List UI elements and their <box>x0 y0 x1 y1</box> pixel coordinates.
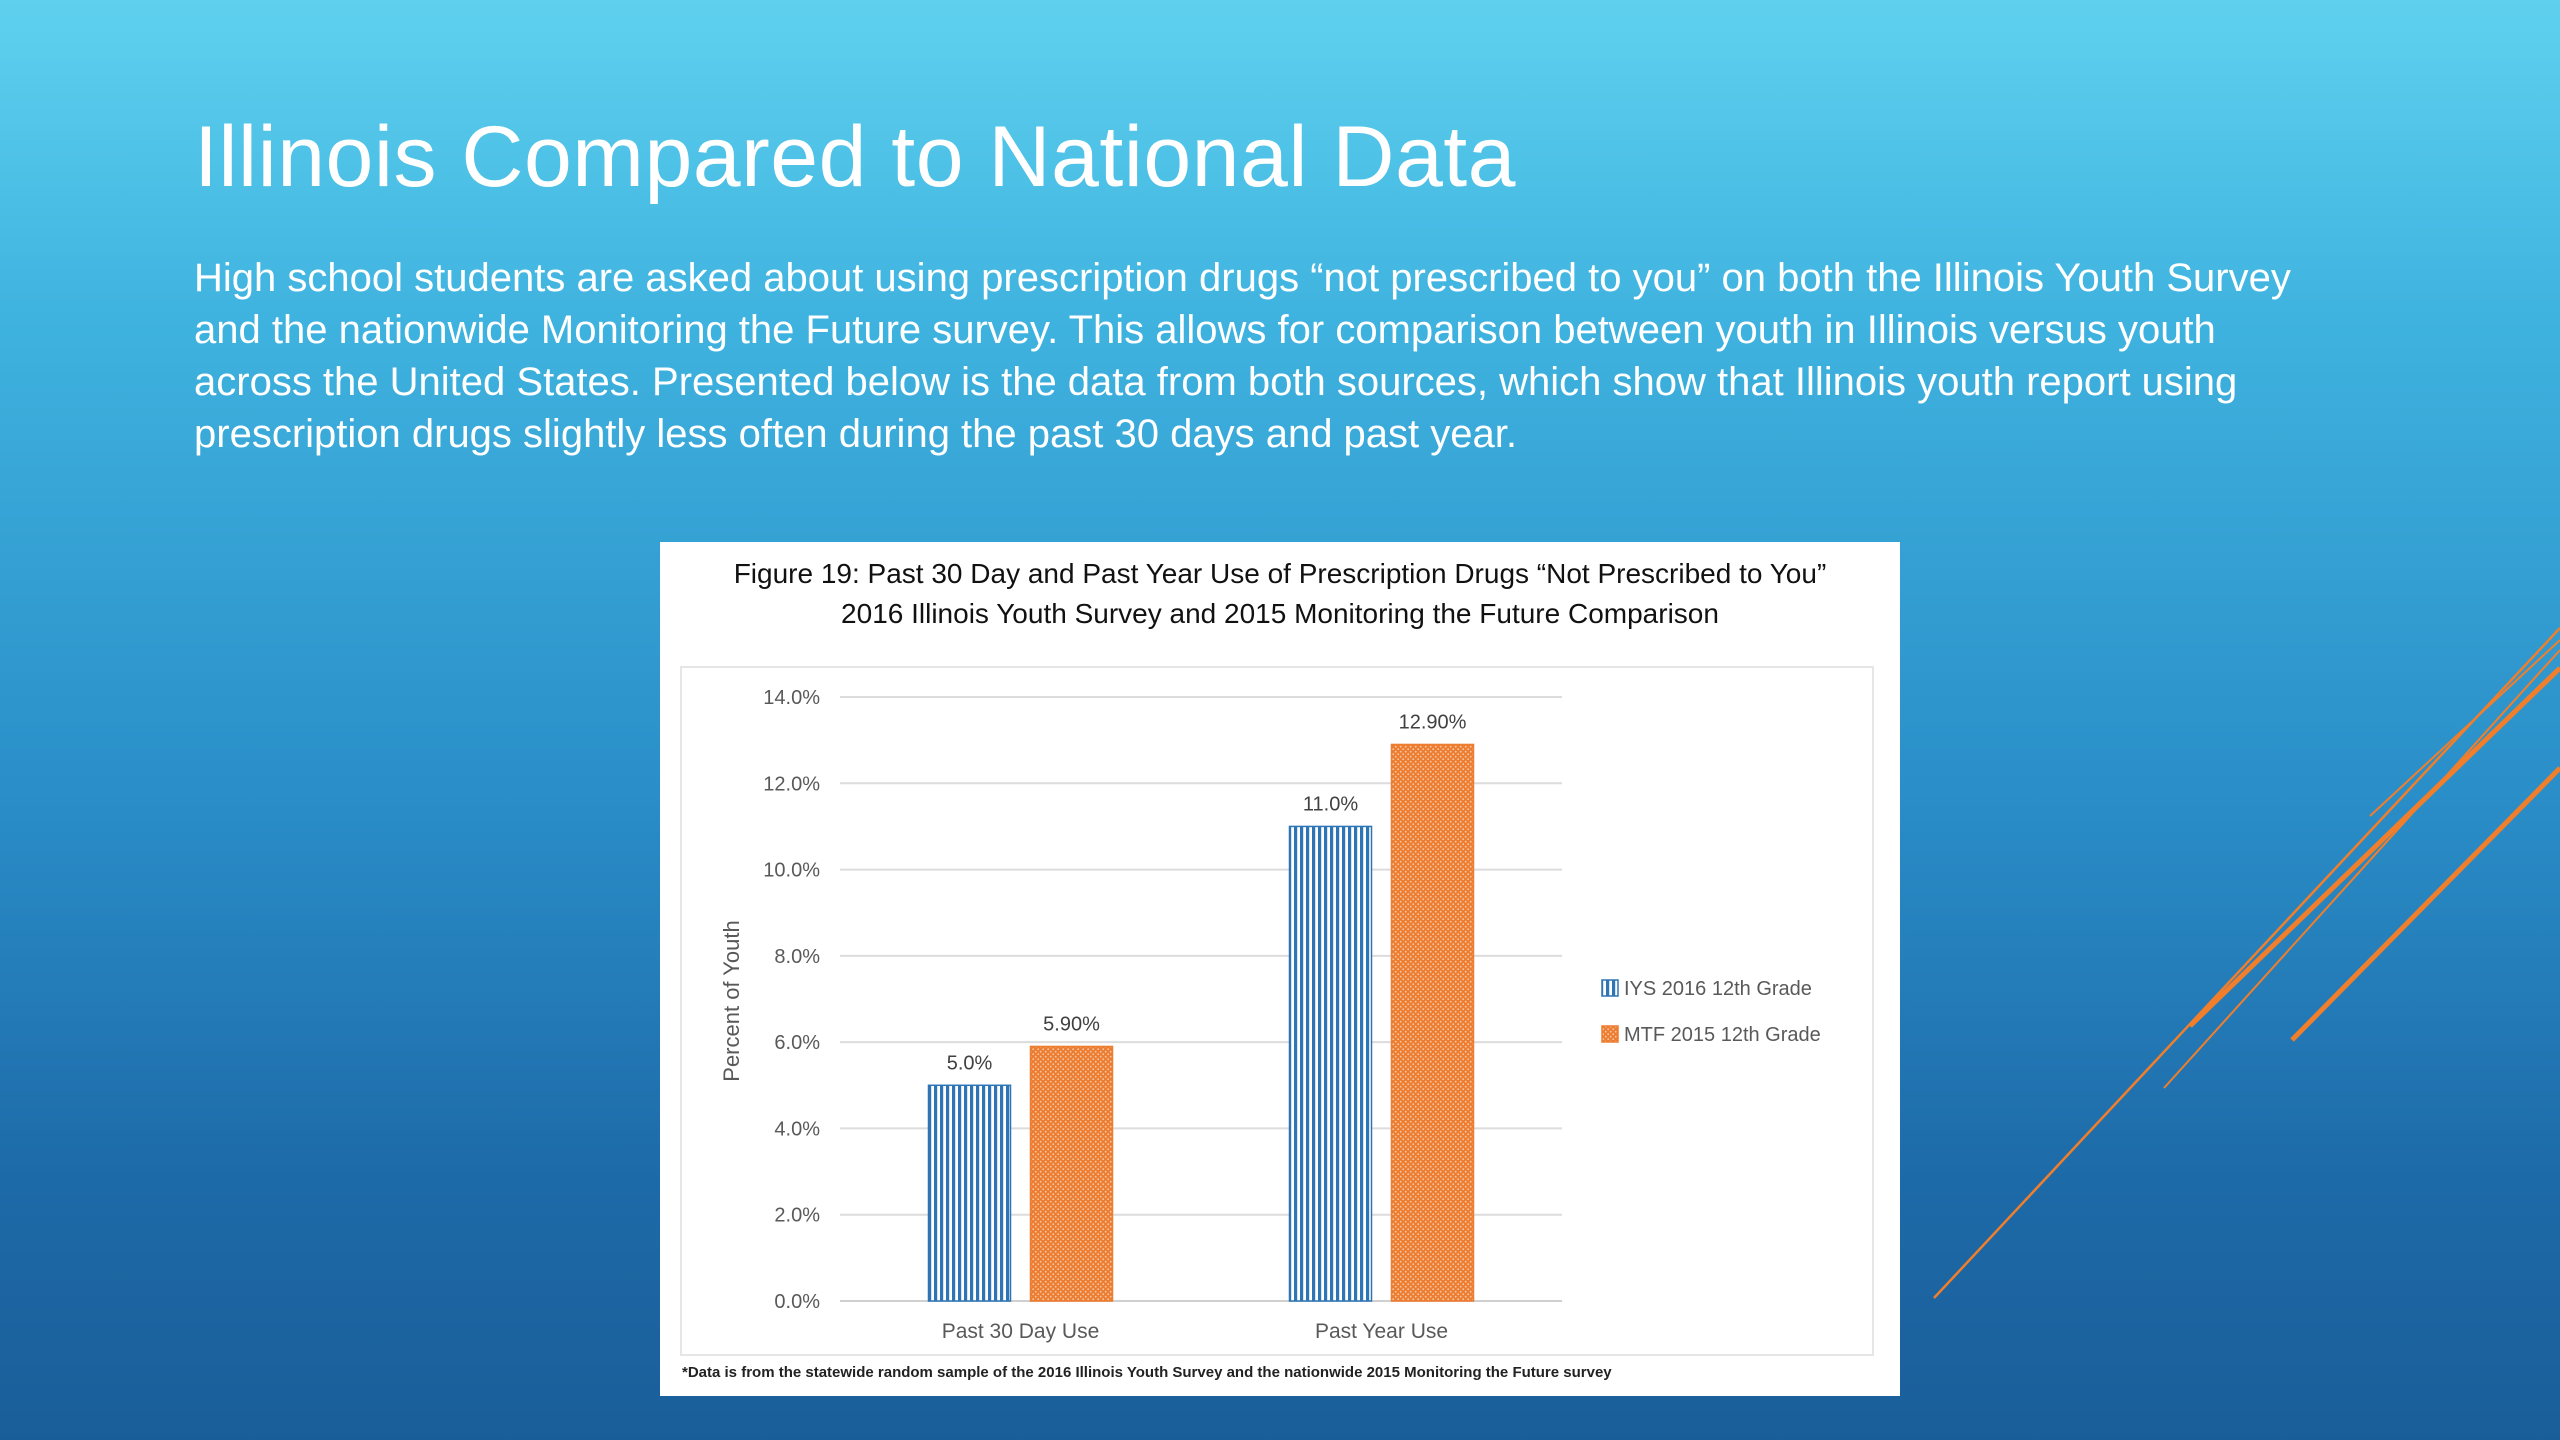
x-tick-label: Past Year Use <box>1315 1320 1448 1343</box>
legend-label: IYS 2016 12th Grade <box>1624 978 1812 1000</box>
legend-label: MTF 2015 12th Grade <box>1624 1024 1821 1046</box>
accent-line <box>2163 649 2560 1089</box>
legend: IYS 2016 12th Grade MTF 2015 12th Grade <box>1601 978 1821 1046</box>
figure-footnote: *Data is from the statewide random sampl… <box>682 1364 1612 1381</box>
data-label: 11.0% <box>1303 793 1358 815</box>
y-axis-tick-labels: 0.0% 2.0% 4.0% 6.0% 8.0% 10.0% 12.0% 14.0% <box>763 687 820 1313</box>
y-tick-label: 8.0% <box>774 946 820 968</box>
bars <box>927 743 1475 1302</box>
y-tick-label: 14.0% <box>763 687 820 709</box>
slide-body-text: High school students are asked about usi… <box>194 256 2291 456</box>
y-tick-label: 0.0% <box>774 1291 820 1313</box>
bar-chart: 0.0% 2.0% 4.0% 6.0% 8.0% 10.0% 12.0% 14.0% 5.0%… <box>719 687 1821 1343</box>
bar-mtf-2015-12th-grade <box>1029 1045 1114 1302</box>
bar-mtf-2015-12th-grade <box>1390 743 1475 1302</box>
accent-line <box>1933 627 2560 1299</box>
data-label: 12.90% <box>1399 711 1467 733</box>
data-label: 5.0% <box>947 1052 993 1074</box>
legend-swatch <box>1601 1025 1619 1043</box>
figure-caption: Figure 19: Past 30 Day and Past Year Use… <box>660 554 1900 634</box>
y-tick-label: 12.0% <box>763 773 820 795</box>
accent-line <box>2290 766 2560 1042</box>
y-tick-label: 2.0% <box>774 1205 820 1227</box>
y-tick-label: 6.0% <box>774 1032 820 1054</box>
figure-caption-line-2: 2016 Illinois Youth Survey and 2015 Moni… <box>841 598 1719 629</box>
accent-line <box>2188 666 2560 1028</box>
y-tick-label: 10.0% <box>763 860 820 882</box>
bar-iys-2016-12th-grade <box>1288 825 1373 1302</box>
accent-line <box>2369 639 2560 817</box>
bar-iys-2016-12th-grade <box>927 1084 1012 1302</box>
data-labels: 5.0% 5.90% 11.0% 12.90% <box>947 711 1467 1074</box>
figure-caption-line-1: Figure 19: Past 30 Day and Past Year Use… <box>733 558 1827 589</box>
y-axis-label: Percent of Youth <box>719 920 744 1081</box>
figure-panel: Figure 19: Past 30 Day and Past Year Use… <box>660 542 1900 1396</box>
x-tick-label: Past 30 Day Use <box>942 1320 1100 1343</box>
data-label: 5.90% <box>1043 1013 1100 1035</box>
slide-title: Illinois Compared to National Data <box>194 109 1516 205</box>
y-tick-label: 4.0% <box>774 1118 820 1140</box>
x-axis-tick-labels: Past 30 Day Use Past Year Use <box>942 1320 1448 1343</box>
chart-frame: 0.0% 2.0% 4.0% 6.0% 8.0% 10.0% 12.0% 14.0% 5.0%… <box>680 666 1874 1356</box>
legend-swatch <box>1601 979 1619 997</box>
